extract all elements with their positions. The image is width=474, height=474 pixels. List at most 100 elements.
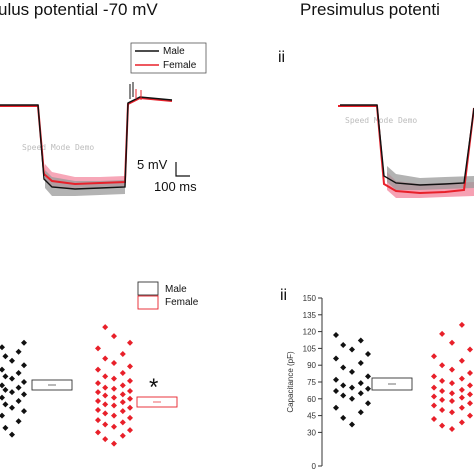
male-data-point-left	[2, 424, 9, 431]
female-data-point-left	[111, 402, 117, 409]
female-data-point-left	[119, 391, 126, 398]
male-data-point-left	[9, 404, 15, 411]
female-data-point-left	[95, 366, 101, 373]
female-data-point-right	[431, 393, 437, 400]
male-data-point-right	[349, 368, 355, 375]
female-data-point-left	[95, 389, 101, 396]
female-data-point-right	[458, 375, 465, 382]
male-data-point-right	[357, 380, 364, 387]
male-data-point-left	[0, 394, 5, 401]
scale-bar-lines	[175, 162, 190, 177]
male-data-point-right	[340, 342, 347, 349]
male-data-point-right	[340, 364, 347, 371]
female-data-point-right	[449, 426, 455, 433]
female-data-point-right	[439, 407, 446, 413]
capacitance-tick-label: 120	[303, 328, 317, 337]
male-data-point-right	[357, 359, 364, 366]
male-data-point-right	[365, 385, 371, 392]
male-data-point-left	[21, 339, 27, 346]
watermark-right: Speed Mode Demo	[345, 116, 417, 125]
capacitance-axis-ticks: 0 30 45 60 75 90 105 120 135 150	[303, 294, 322, 471]
female-data-point-right	[431, 384, 437, 391]
male-data-point-left	[9, 389, 15, 396]
male-data-point-left	[15, 398, 22, 405]
female-data-point-left	[111, 423, 117, 430]
female-data-point-right	[449, 339, 455, 346]
female-data-point-left	[119, 419, 126, 426]
male-data-point-left	[0, 382, 5, 389]
female-data-point-left	[127, 339, 133, 346]
male-data-point-right	[349, 395, 355, 402]
female-data-point-left	[119, 432, 126, 439]
female-data-point-right	[431, 373, 437, 380]
female-data-point-left	[127, 427, 133, 434]
female-data-point-left	[102, 324, 109, 331]
scale-bar: 5 mV 100 ms	[137, 157, 197, 194]
male-data-point-left	[2, 386, 9, 393]
capacitance-tick-label: 75	[307, 378, 316, 387]
male-data-point-left	[2, 353, 9, 360]
female-data-point-left	[102, 384, 109, 391]
female-data-point-left	[111, 394, 117, 401]
female-data-point-left	[102, 392, 109, 399]
capacitance-tick-label: 150	[303, 294, 317, 303]
capacitance-axis: 0 30 45 60 75 90 105 120 135 150 Capacitance (pF)	[286, 294, 323, 471]
female-data-point-right	[431, 415, 437, 422]
female-data-point-right	[458, 394, 465, 401]
male-trace-left	[0, 96, 173, 190]
bottom-legend: Male Female	[137, 281, 199, 310]
female-data-point-left	[95, 407, 101, 413]
female-data-point-right	[439, 362, 446, 369]
female-data-point-right	[439, 422, 446, 429]
right-panel-title: Presimulus potenti	[300, 0, 440, 19]
scatter-points	[0, 321, 473, 447]
bottom-legend-male-swatch	[137, 281, 159, 296]
female-data-point-left	[102, 373, 109, 380]
female-data-point-left	[102, 436, 109, 443]
female-data-point-right	[458, 321, 465, 328]
male-data-point-right	[357, 409, 364, 416]
capacitance-tick-label: 30	[307, 428, 316, 437]
female-data-point-left	[95, 429, 101, 436]
bottom-legend-male-label: Male	[165, 284, 187, 295]
male-data-point-right	[365, 400, 371, 407]
male-data-point-left	[9, 431, 15, 438]
male-error-band-right	[387, 166, 474, 190]
female-data-point-left	[102, 421, 109, 428]
top-right-panel-label: ii	[278, 49, 285, 66]
female-data-point-left	[111, 333, 117, 340]
female-data-point-left	[95, 398, 101, 405]
male-data-point-left	[0, 344, 5, 351]
female-data-point-left	[111, 385, 117, 392]
female-data-point-right	[431, 353, 437, 360]
female-data-point-left	[102, 410, 109, 417]
female-data-point-right	[467, 382, 473, 389]
capacitance-tick-label: 90	[307, 361, 316, 370]
male-data-point-left	[15, 348, 22, 355]
female-data-point-left	[127, 414, 133, 421]
female-data-point-left	[95, 380, 101, 387]
top-legend: Male Female	[130, 42, 207, 74]
female-data-point-left	[102, 355, 109, 362]
female-data-point-right	[449, 409, 455, 416]
male-data-point-right	[349, 384, 355, 391]
watermark-left: Speed Mode Demo	[22, 143, 94, 152]
female-data-point-left	[119, 382, 126, 389]
male-data-point-left	[15, 370, 22, 377]
male-data-point-right	[333, 355, 339, 362]
male-data-point-left	[9, 357, 15, 364]
female-data-point-left	[127, 387, 133, 394]
female-data-point-left	[111, 412, 117, 419]
female-data-point-left	[111, 440, 117, 447]
female-data-point-right	[439, 396, 446, 403]
female-data-point-right	[449, 390, 455, 397]
female-data-point-right	[458, 419, 465, 426]
female-data-point-left	[127, 363, 133, 370]
capacitance-tick-label: 105	[303, 344, 317, 353]
capacitance-tick-label: 60	[307, 395, 316, 404]
female-data-point-right	[449, 366, 455, 373]
capacitance-tick-label: 45	[307, 412, 316, 421]
capacitance-tick-label: 135	[303, 311, 317, 320]
female-data-point-left	[111, 359, 117, 366]
female-data-point-left	[119, 399, 126, 406]
